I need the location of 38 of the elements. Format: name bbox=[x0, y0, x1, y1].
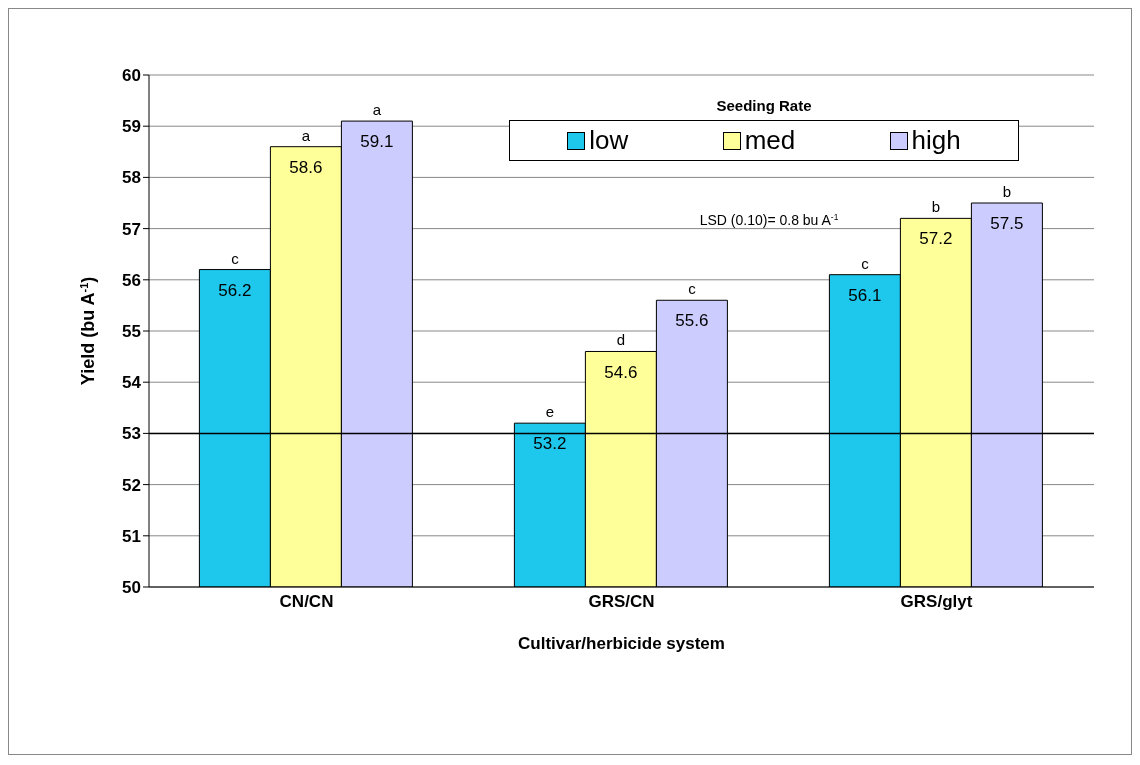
data-label: 57.5 bbox=[990, 214, 1024, 234]
data-label: 56.2 bbox=[218, 280, 252, 300]
y-tick-label: 55 bbox=[122, 322, 141, 342]
annotation: e bbox=[545, 403, 555, 421]
y-tick-label: 60 bbox=[122, 66, 141, 86]
annotation: a bbox=[372, 101, 382, 119]
y-tick-label: 50 bbox=[122, 578, 141, 598]
legend-label: low bbox=[588, 125, 629, 156]
data-label: 54.6 bbox=[604, 362, 638, 382]
y-tick-label: 52 bbox=[122, 475, 141, 495]
x-tick-label: GRS/CN bbox=[588, 592, 655, 612]
data-label: 55.6 bbox=[675, 311, 709, 331]
x-axis-title: Cultivar/herbicide system bbox=[518, 634, 725, 654]
annotation: d bbox=[616, 331, 626, 349]
y-tick-label: 58 bbox=[122, 168, 141, 188]
x-tick-label: CN/CN bbox=[279, 592, 334, 612]
annotation: b bbox=[931, 198, 941, 216]
legend-label: med bbox=[743, 125, 796, 156]
y-tick-label: 57 bbox=[122, 219, 141, 239]
data-label: 57.2 bbox=[919, 229, 953, 249]
annotation: c bbox=[861, 254, 870, 272]
y-tick-label: 56 bbox=[122, 270, 141, 290]
annotation: a bbox=[301, 126, 311, 144]
data-label: 56.1 bbox=[848, 285, 882, 305]
annotation: b bbox=[1002, 183, 1012, 200]
legend-label: high bbox=[910, 125, 961, 156]
y-tick-label: 54 bbox=[122, 373, 142, 393]
y-tick-label: 53 bbox=[122, 424, 141, 444]
annotation: LSD (0.10)= 0.8 bu A$^{-1}$ bbox=[699, 212, 839, 228]
legend-title: Seeding Rate bbox=[715, 97, 813, 114]
data-label: 53.2 bbox=[533, 434, 567, 454]
y-tick-label: 51 bbox=[122, 526, 141, 546]
annotation: c bbox=[688, 280, 697, 298]
x-tick-label: GRS/glyt bbox=[900, 592, 973, 612]
data-label: 59.1 bbox=[360, 132, 394, 152]
annotation: c bbox=[231, 249, 240, 267]
y-tick-label: 59 bbox=[122, 117, 141, 137]
data-label: 58.6 bbox=[289, 157, 323, 177]
